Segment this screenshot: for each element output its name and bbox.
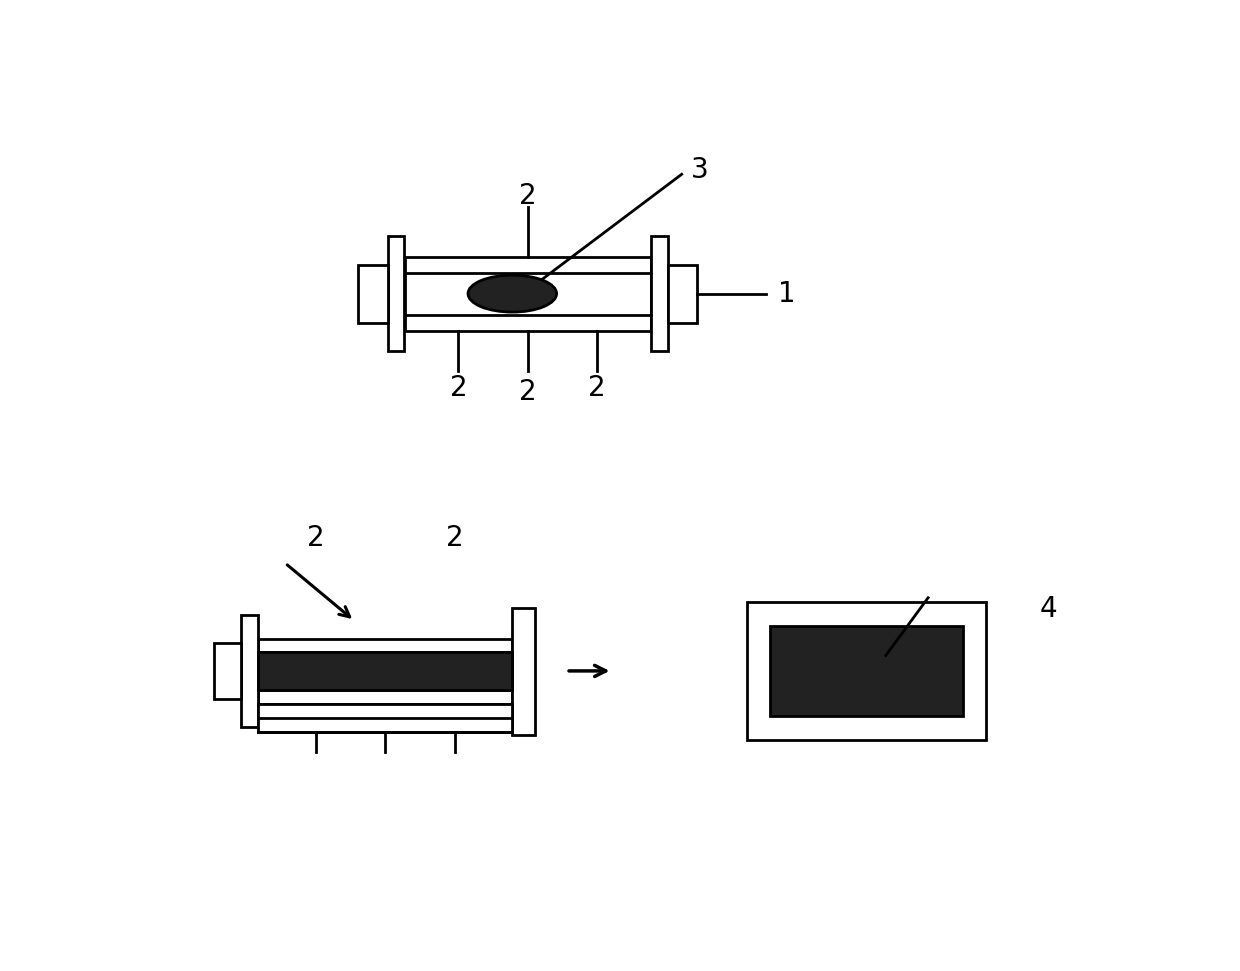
- Bar: [242, 616, 258, 727]
- Text: 2: 2: [518, 182, 537, 210]
- Bar: [512, 608, 536, 735]
- Text: 4: 4: [1040, 595, 1058, 623]
- Bar: [258, 704, 512, 732]
- Bar: [668, 265, 697, 323]
- Bar: [258, 639, 512, 704]
- Text: 2: 2: [450, 375, 467, 402]
- Bar: [258, 653, 512, 690]
- Bar: [651, 236, 668, 352]
- Ellipse shape: [467, 275, 557, 312]
- Bar: [404, 257, 651, 330]
- Bar: [215, 643, 242, 699]
- Bar: [388, 236, 404, 352]
- Text: 2: 2: [445, 524, 464, 552]
- Text: 3: 3: [691, 156, 709, 184]
- Text: 2: 2: [588, 375, 606, 402]
- Text: 2: 2: [518, 378, 537, 406]
- Text: 2: 2: [308, 524, 325, 552]
- Text: 1: 1: [777, 280, 796, 308]
- Bar: [748, 602, 986, 740]
- Bar: [770, 626, 962, 716]
- Bar: [358, 265, 388, 323]
